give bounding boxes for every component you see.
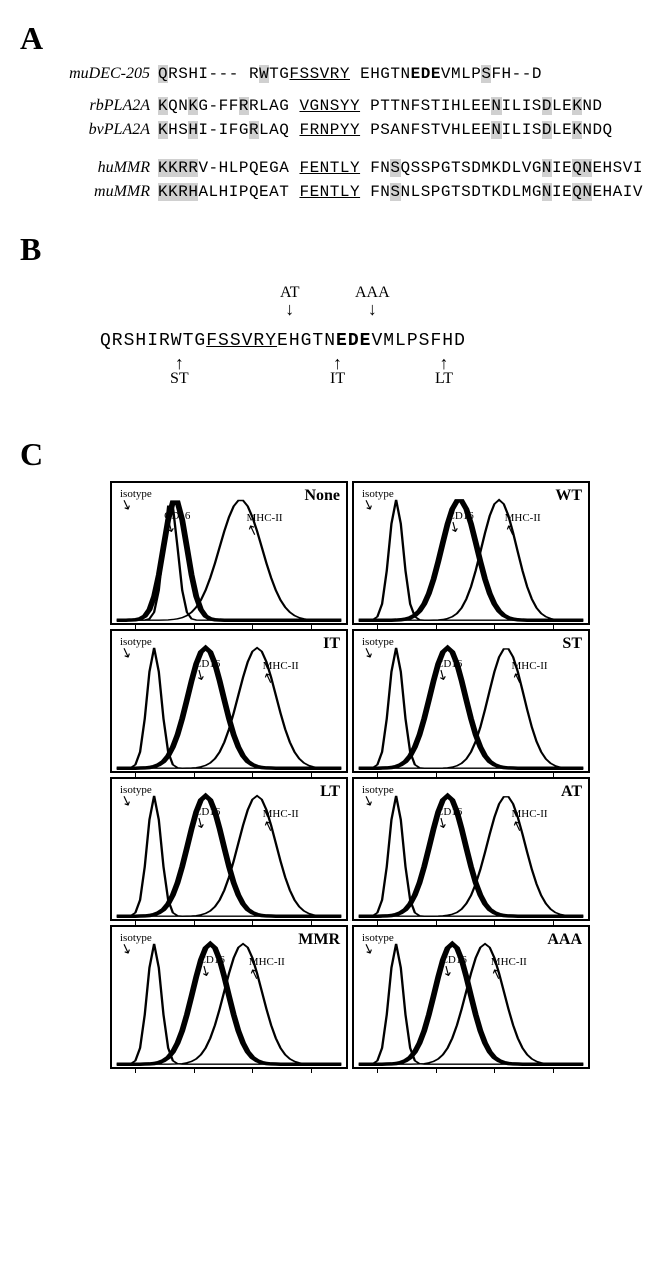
curve-annotation: MHC-II↘ (505, 513, 541, 536)
curve-annotation: MHC-II↘ (263, 661, 299, 684)
alignment-row: muMMRKKRHALHIPQEAT FENTLY FNSNLSPGTSDTKD… (40, 183, 651, 201)
histogram-panel: AAA isotype↘ CD16↘ MHC-II↘ (352, 925, 590, 1069)
variant-label: WT (555, 487, 582, 505)
curve-annotation: CD16↘ (436, 659, 462, 682)
curve-annotation: MHC-II↘ (249, 957, 285, 980)
variant-label: AT (561, 783, 582, 801)
histogram-panel: AT isotype↘ CD16↘ MHC-II↘ (352, 777, 590, 921)
variant-label: None (304, 487, 340, 505)
histogram-panel: IT isotype↘ CD16↘ MHC-II↘ (110, 629, 348, 773)
curve-annotation: CD16↘ (441, 955, 467, 978)
curve-annotation: isotype↘ (362, 637, 394, 660)
variant-label: AAA (547, 931, 582, 949)
curve-annotation: isotype↘ (362, 933, 394, 956)
panel-b-sequence: QRSHIRWTGFSSVRYEHGTNEDEVMLPSFHD (100, 331, 466, 351)
sequence-name: muDEC-205 (40, 65, 158, 83)
alignment-row: bvPLA2AKHSHI-IFGRLAQ FRNPYY PSANFSTVHLEE… (40, 121, 651, 139)
sequence-body: QRSHI--- RWTGFSSVRY EHGTNEDEVMLPSFH--D (158, 65, 542, 83)
mutation-label-bottom: ↑LT (435, 356, 453, 388)
variant-label: ST (562, 635, 582, 653)
curve-annotation: MHC-II↘ (512, 809, 548, 832)
sequence-body: KQNKG-FFRRLAG VGNSYY PTTNFSTIHLEENILISDL… (158, 97, 603, 115)
sequence-name: bvPLA2A (40, 121, 158, 139)
curve-annotation: isotype↘ (120, 489, 152, 512)
alignment-row: muDEC-205QRSHI--- RWTGFSSVRY EHGTNEDEVML… (40, 65, 651, 83)
sequence-body: KKRRV-HLPQEGA FENTLY FNSQSSPGTSDMKDLVGNI… (158, 159, 643, 177)
histogram-panel: None isotype↘ CD16↘ MHC-II↘ (110, 481, 348, 625)
sequence-name: rbPLA2A (40, 97, 158, 115)
mutation-label-bottom: ↑IT (330, 356, 345, 388)
alignment-row: huMMRKKRRV-HLPQEGA FENTLY FNSQSSPGTSDMKD… (40, 159, 651, 177)
mutation-label-top: AT↓ (280, 284, 300, 316)
curve-annotation: isotype↘ (120, 637, 152, 660)
curve-annotation: isotype↘ (120, 933, 152, 956)
variant-label: MMR (298, 931, 340, 949)
histogram-panel: WT isotype↘ CD16↘ MHC-II↘ (352, 481, 590, 625)
panel-c-label: C (20, 436, 651, 473)
sequence-body: KHSHI-IFGRLAQ FRNPYY PSANFSTVHLEENILISDL… (158, 121, 613, 139)
curve-annotation: CD16↘ (164, 511, 190, 534)
curve-annotation: CD16↘ (199, 955, 225, 978)
curve-annotation: CD16↘ (436, 807, 462, 830)
curve-annotation: MHC-II↘ (263, 809, 299, 832)
curve-annotation: CD16↘ (194, 659, 220, 682)
panel-c-histograms: Noneisotype↘CD16↘MHC-II↘WTisotype↘CD16↘M… (110, 481, 651, 1069)
mutation-label-bottom: ↑ST (170, 356, 189, 388)
sequence-body: KKRHALHIPQEAT FENTLY FNSNLSPGTSDTKDLMGNI… (158, 183, 643, 201)
sequence-name: huMMR (40, 159, 158, 177)
panel-b-label: B (20, 231, 651, 268)
curve-annotation: isotype↘ (362, 785, 394, 808)
curve-annotation: CD16↘ (448, 511, 474, 534)
variant-label: IT (323, 635, 340, 653)
mutation-label-top: AAA↓ (355, 284, 390, 316)
panel-b-diagram: AT↓ AAA↓ QRSHIRWTGFSSVRYEHGTNEDEVMLPSFHD ↑S… (80, 276, 651, 406)
curve-annotation: MHC-II↘ (491, 957, 527, 980)
panel-a-label: A (20, 20, 651, 57)
alignment-row: rbPLA2AKQNKG-FFRRLAG VGNSYY PTTNFSTIHLEE… (40, 97, 651, 115)
curve-annotation: isotype↘ (120, 785, 152, 808)
histogram-panel: LT isotype↘ CD16↘ MHC-II↘ (110, 777, 348, 921)
sequence-alignment: muDEC-205QRSHI--- RWTGFSSVRY EHGTNEDEVML… (40, 65, 651, 201)
curve-annotation: isotype↘ (362, 489, 394, 512)
curve-annotation: MHC-II↘ (512, 661, 548, 684)
sequence-name: muMMR (40, 183, 158, 201)
curve-annotation: MHC-II↘ (247, 513, 283, 536)
histogram-panel: ST isotype↘ CD16↘ MHC-II↘ (352, 629, 590, 773)
variant-label: LT (320, 783, 340, 801)
axis-ticks (112, 1067, 346, 1073)
curve-annotation: CD16↘ (194, 807, 220, 830)
histogram-panel: MMR isotype↘ CD16↘ MHC-II↘ (110, 925, 348, 1069)
axis-ticks (354, 1067, 588, 1073)
